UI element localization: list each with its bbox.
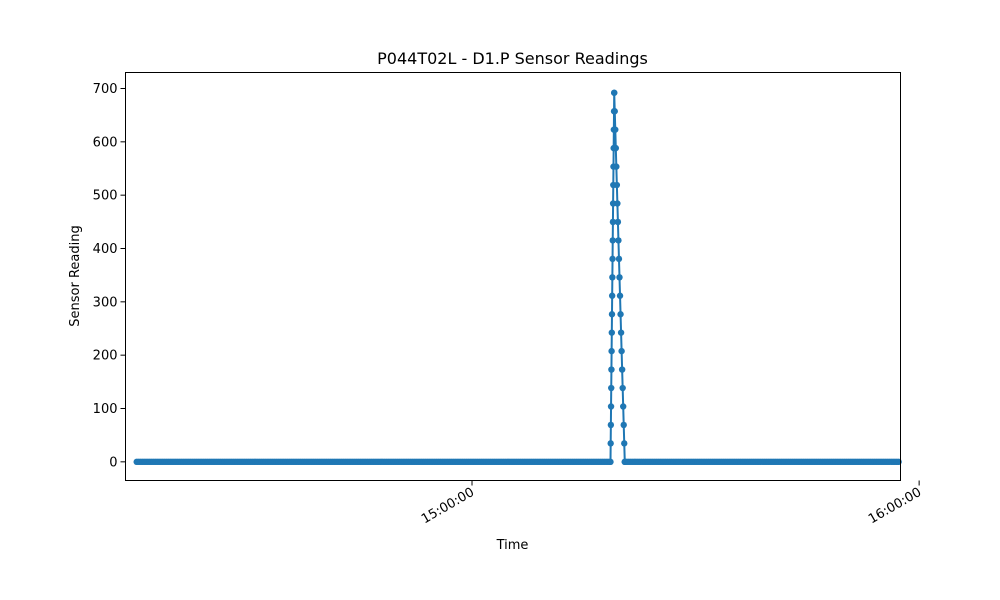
data-point xyxy=(611,89,618,96)
data-point xyxy=(618,347,625,355)
data-point xyxy=(607,440,614,447)
data-point xyxy=(616,292,624,299)
data-point xyxy=(612,126,619,133)
data-point xyxy=(619,384,626,392)
data-point xyxy=(608,366,615,373)
data-point xyxy=(609,274,616,281)
data-point xyxy=(617,329,625,336)
y-axis-label: Sensor Reading xyxy=(68,225,83,326)
y-tick-label: 400 xyxy=(93,242,118,257)
y-tick-label: 700 xyxy=(93,82,118,97)
data-point xyxy=(615,237,622,244)
data-point xyxy=(613,181,621,189)
y-tick-label: 300 xyxy=(93,295,118,310)
data-point xyxy=(609,237,616,244)
y-tick-label: 100 xyxy=(93,402,118,417)
data-point xyxy=(609,218,617,226)
x-tick-label: 16:00:00 xyxy=(866,485,924,527)
series-line xyxy=(136,91,899,463)
data-layer xyxy=(133,89,902,466)
y-tick-label: 200 xyxy=(93,349,118,364)
data-point xyxy=(620,403,627,410)
y-tick-label: 500 xyxy=(93,189,118,204)
x-tick-label: 15:00:00 xyxy=(419,485,477,527)
y-tick-label: 600 xyxy=(93,135,118,150)
data-point xyxy=(612,144,620,152)
data-point xyxy=(611,108,618,115)
data-point xyxy=(618,366,626,373)
chart-title: P044T02L - D1.P Sensor Readings xyxy=(377,49,648,68)
data-point xyxy=(617,311,624,318)
data-point xyxy=(607,458,614,466)
data-point xyxy=(608,292,616,299)
data-point xyxy=(608,347,615,355)
data-point xyxy=(609,255,616,263)
plot-frame xyxy=(125,72,901,481)
data-point xyxy=(621,440,628,447)
x-axis-label: Time xyxy=(496,538,529,553)
data-point xyxy=(616,274,623,281)
data-point xyxy=(614,200,621,207)
data-point xyxy=(607,421,615,429)
data-point xyxy=(615,255,623,263)
data-point xyxy=(608,311,616,318)
data-point xyxy=(607,403,615,410)
data-point xyxy=(620,421,627,429)
y-tick-label: 0 xyxy=(109,455,117,470)
data-point xyxy=(613,163,620,170)
data-point xyxy=(608,329,615,336)
data-point xyxy=(614,218,622,226)
data-point xyxy=(608,384,615,392)
